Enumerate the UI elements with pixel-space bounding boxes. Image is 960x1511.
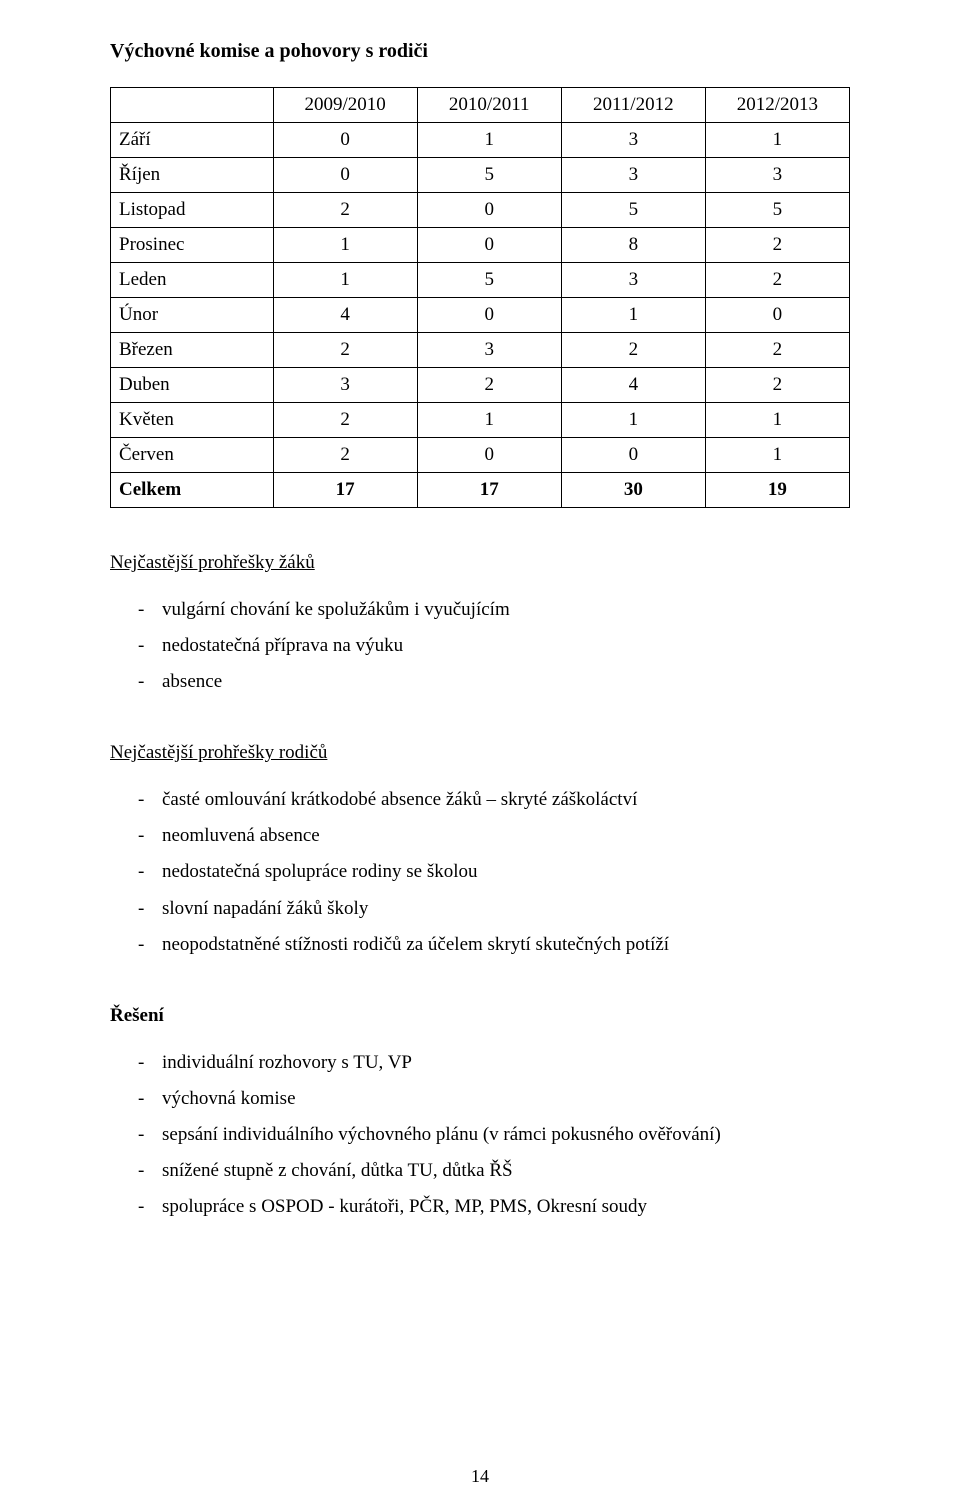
cell-value: 5 (705, 193, 849, 228)
data-table: 2009/2010 2010/2011 2011/2012 2012/2013 … (110, 87, 850, 508)
cell-value: 2 (705, 263, 849, 298)
list-item: sepsání individuálního výchovného plánu … (110, 1117, 850, 1153)
cell-value: 17 (417, 473, 561, 508)
cell-value: 2 (273, 333, 417, 368)
bullet-list: vulgární chování ke spolužákům i vyučují… (110, 592, 850, 700)
row-label: Březen (111, 333, 274, 368)
table-row: Celkem17173019 (111, 473, 850, 508)
row-label: Celkem (111, 473, 274, 508)
cell-value: 3 (561, 263, 705, 298)
bullet-list: individuální rozhovory s TU, VPvýchovná … (110, 1045, 850, 1225)
cell-value: 3 (705, 158, 849, 193)
table-corner-cell (111, 88, 274, 123)
list-item: nedostatečná spolupráce rodiny se školou (110, 854, 850, 890)
cell-value: 3 (561, 123, 705, 158)
cell-value: 3 (417, 333, 561, 368)
row-label: Listopad (111, 193, 274, 228)
document-page: Výchovné komise a pohovory s rodiči 2009… (0, 0, 960, 1511)
table-row: Září0131 (111, 123, 850, 158)
table-row: Červen2001 (111, 438, 850, 473)
list-item: výchovná komise (110, 1081, 850, 1117)
section-title: Nejčastější prohřešky žáků (110, 552, 850, 574)
cell-value: 5 (561, 193, 705, 228)
list-item: spolupráce s OSPOD - kurátoři, PČR, MP, … (110, 1189, 850, 1225)
cell-value: 1 (273, 228, 417, 263)
cell-value: 0 (273, 123, 417, 158)
cell-value: 19 (705, 473, 849, 508)
list-item: snížené stupně z chování, důtka TU, důtk… (110, 1153, 850, 1189)
cell-value: 0 (561, 438, 705, 473)
row-label: Únor (111, 298, 274, 333)
col-header: 2012/2013 (705, 88, 849, 123)
row-label: Říjen (111, 158, 274, 193)
cell-value: 5 (417, 263, 561, 298)
cell-value: 1 (561, 403, 705, 438)
col-header: 2009/2010 (273, 88, 417, 123)
cell-value: 0 (417, 298, 561, 333)
sections-container: Nejčastější prohřešky žáků vulgární chová… (110, 552, 850, 1225)
cell-value: 0 (417, 228, 561, 263)
col-header: 2011/2012 (561, 88, 705, 123)
cell-value: 0 (273, 158, 417, 193)
cell-value: 2 (561, 333, 705, 368)
list-item: neomluvená absence (110, 818, 850, 854)
row-label: Duben (111, 368, 274, 403)
table-row: Prosinec1082 (111, 228, 850, 263)
cell-value: 2 (417, 368, 561, 403)
cell-value: 0 (705, 298, 849, 333)
list-item: vulgární chování ke spolužákům i vyučují… (110, 592, 850, 628)
bullet-list: časté omlouvání krátkodobé absence žáků … (110, 782, 850, 962)
cell-value: 2 (273, 193, 417, 228)
cell-value: 1 (273, 263, 417, 298)
cell-value: 17 (273, 473, 417, 508)
list-item: slovní napadání žáků školy (110, 891, 850, 927)
list-item: nedostatečná příprava na výuku (110, 628, 850, 664)
table-row: Květen2111 (111, 403, 850, 438)
table-row: Listopad2055 (111, 193, 850, 228)
cell-value: 2 (705, 368, 849, 403)
page-heading: Výchovné komise a pohovory s rodiči (110, 40, 850, 63)
cell-value: 1 (705, 403, 849, 438)
cell-value: 5 (417, 158, 561, 193)
cell-value: 3 (561, 158, 705, 193)
cell-value: 2 (273, 403, 417, 438)
row-label: Září (111, 123, 274, 158)
list-item: absence (110, 664, 850, 700)
row-label: Leden (111, 263, 274, 298)
cell-value: 2 (705, 333, 849, 368)
table-row: Únor4010 (111, 298, 850, 333)
cell-value: 1 (705, 123, 849, 158)
cell-value: 1 (561, 298, 705, 333)
cell-value: 4 (561, 368, 705, 403)
cell-value: 8 (561, 228, 705, 263)
section-title: Nejčastější prohřešky rodičů (110, 742, 850, 764)
row-label: Prosinec (111, 228, 274, 263)
cell-value: 1 (705, 438, 849, 473)
page-number: 14 (0, 1466, 960, 1487)
cell-value: 2 (273, 438, 417, 473)
list-item: neopodstatněné stížnosti rodičů za účele… (110, 927, 850, 963)
col-header: 2010/2011 (417, 88, 561, 123)
table-header-row: 2009/2010 2010/2011 2011/2012 2012/2013 (111, 88, 850, 123)
section-title: Řešení (110, 1005, 850, 1027)
table-row: Říjen0533 (111, 158, 850, 193)
cell-value: 3 (273, 368, 417, 403)
table-body: Září0131Říjen0533Listopad2055Prosinec108… (111, 123, 850, 508)
cell-value: 0 (417, 438, 561, 473)
list-item: časté omlouvání krátkodobé absence žáků … (110, 782, 850, 818)
cell-value: 1 (417, 123, 561, 158)
cell-value: 4 (273, 298, 417, 333)
cell-value: 1 (417, 403, 561, 438)
table-row: Duben3242 (111, 368, 850, 403)
cell-value: 2 (705, 228, 849, 263)
row-label: Červen (111, 438, 274, 473)
cell-value: 30 (561, 473, 705, 508)
table-row: Březen2322 (111, 333, 850, 368)
list-item: individuální rozhovory s TU, VP (110, 1045, 850, 1081)
row-label: Květen (111, 403, 274, 438)
cell-value: 0 (417, 193, 561, 228)
table-row: Leden1532 (111, 263, 850, 298)
